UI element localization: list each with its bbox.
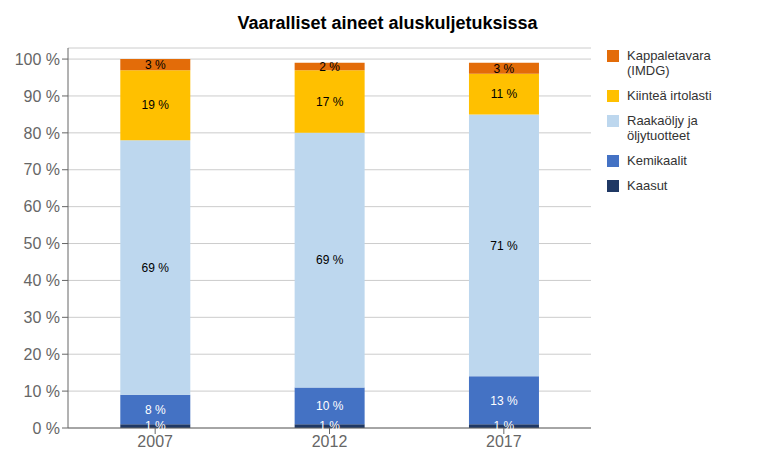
- svg-text:3 %: 3 %: [145, 58, 166, 72]
- svg-text:1 %: 1 %: [494, 419, 515, 433]
- svg-text:19 %: 19 %: [142, 98, 170, 112]
- svg-text:40 %: 40 %: [24, 272, 60, 289]
- svg-text:13 %: 13 %: [490, 394, 518, 408]
- svg-text:1 %: 1 %: [319, 419, 340, 433]
- html-text:Kappaletavara (IMDG): Kappaletavara (IMDG): [627, 48, 711, 78]
- svg-text:69 %: 69 %: [142, 261, 170, 275]
- svg-text:10 %: 10 %: [316, 399, 344, 413]
- html-text:Vaaralliset aineet aluskuljetu: Vaaralliset aineet aluskuljetuksissa: [237, 13, 538, 33]
- svg-text:80 %: 80 %: [24, 125, 60, 142]
- svg-text:17 %: 17 %: [316, 95, 344, 109]
- svg-text:20 %: 20 %: [24, 346, 60, 363]
- html-text:Kiinteä irtolasti: Kiinteä irtolasti: [627, 88, 712, 103]
- svg-text:2012: 2012: [312, 433, 348, 450]
- svg-text:90 %: 90 %: [24, 88, 60, 105]
- svg-text:100 %: 100 %: [15, 51, 60, 68]
- svg-text:70 %: 70 %: [24, 161, 60, 178]
- svg-text:0 %: 0 %: [32, 420, 60, 437]
- svg-text:10 %: 10 %: [24, 383, 60, 400]
- svg-text:30 %: 30 %: [24, 309, 60, 326]
- svg-text:71 %: 71 %: [490, 239, 518, 253]
- svg-text:11 %: 11 %: [491, 87, 518, 101]
- svg-text:50 %: 50 %: [24, 235, 60, 252]
- svg-text:2017: 2017: [486, 433, 522, 450]
- svg-text:2007: 2007: [137, 433, 173, 450]
- html-text:Raakaöljy ja öljytuotteet: Raakaöljy ja öljytuotteet: [627, 113, 698, 143]
- svg-text:60 %: 60 %: [24, 198, 60, 215]
- svg-text:1 %: 1 %: [145, 419, 166, 433]
- html-text:Kaasut: Kaasut: [627, 178, 668, 193]
- svg-text:69 %: 69 %: [316, 253, 344, 267]
- html-text:Kemikaalit: Kemikaalit: [627, 153, 687, 168]
- svg-text:8 %: 8 %: [145, 403, 166, 417]
- svg-text:2 %: 2 %: [319, 60, 340, 74]
- svg-text:3 %: 3 %: [494, 62, 515, 76]
